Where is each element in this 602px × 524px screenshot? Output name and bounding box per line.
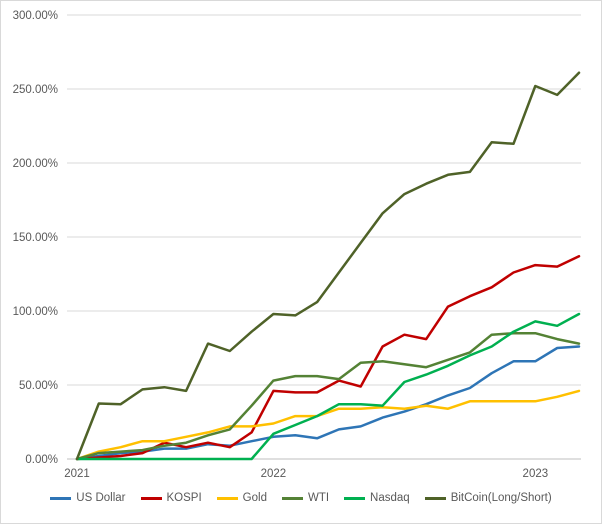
legend-line-swatch (281, 496, 303, 500)
series-line-gold (75, 389, 581, 461)
legend-item-us-dollar[interactable]: US Dollar (50, 492, 126, 504)
legend-item-gold[interactable]: Gold (216, 492, 267, 504)
legend-label: Nasdaq (370, 492, 410, 504)
y-axis-tick-label: 150.00% (13, 232, 58, 244)
series-line-kospi (75, 254, 581, 461)
legend-line-swatch (344, 496, 366, 500)
y-axis-tick-label: 300.00% (13, 10, 58, 22)
series-line-us-dollar (75, 345, 581, 461)
legend-line-swatch (216, 496, 238, 500)
series-line-nasdaq (75, 312, 581, 461)
legend-label: WTI (307, 492, 330, 504)
y-axis-tick-label: 200.00% (13, 158, 58, 170)
legend-line-swatch (424, 496, 446, 500)
y-axis-tick-label: 50.00% (19, 380, 58, 392)
x-axis-tick-label: 2022 (261, 468, 287, 480)
legend-line-swatch (50, 496, 72, 500)
legend-line-swatch (140, 496, 162, 500)
legend-item-bitcoin-long-short-[interactable]: BitCoin(Long/Short) (424, 492, 552, 504)
legend-item-kospi[interactable]: KOSPI (140, 492, 202, 504)
chart-legend: US Dollar KOSPI Gold WTI Nasdaq BitCoin(Long/… (1, 492, 601, 504)
legend-label: BitCoin(Long/Short) (450, 492, 552, 504)
x-axis-tick-label: 2021 (64, 468, 90, 480)
y-axis-tick-label: 250.00% (13, 84, 58, 96)
y-axis-tick-label: 0.00% (25, 454, 58, 466)
series-line-wti (75, 331, 581, 461)
x-axis-tick-label: 2023 (523, 468, 549, 480)
series-line-bitcoin-long-short- (75, 71, 581, 461)
legend-label: Gold (242, 492, 267, 504)
legend-item-nasdaq[interactable]: Nasdaq (344, 492, 410, 504)
y-axis-tick-label: 100.00% (13, 306, 58, 318)
legend-item-wti[interactable]: WTI (281, 492, 330, 504)
legend-label: US Dollar (76, 492, 126, 504)
legend-label: KOSPI (166, 492, 202, 504)
